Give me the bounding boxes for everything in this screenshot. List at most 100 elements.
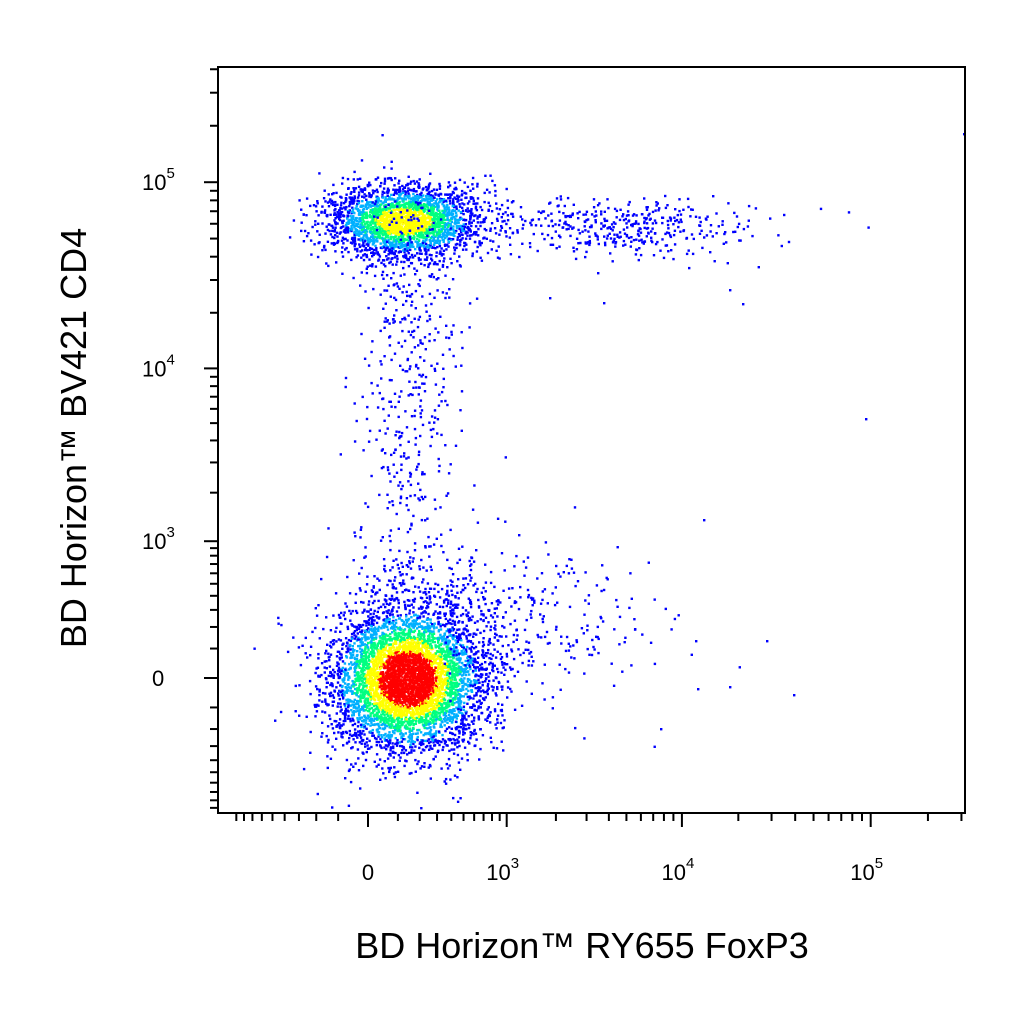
event-dot <box>402 651 405 654</box>
event-dot <box>424 630 428 634</box>
event-dot <box>438 611 442 614</box>
event-dot <box>366 701 369 705</box>
event-dot <box>453 742 457 745</box>
event-dot <box>443 739 446 742</box>
event-dot <box>440 767 443 770</box>
event-dot <box>372 644 376 647</box>
event-dot <box>381 671 384 674</box>
event-dot <box>433 706 437 709</box>
event-dot <box>434 684 438 687</box>
event-dot <box>348 717 352 721</box>
event-dot <box>356 736 359 739</box>
event-dot <box>449 711 452 714</box>
event-dot <box>398 626 401 629</box>
event-dot <box>497 670 500 674</box>
event-dot <box>386 757 390 760</box>
event-dot <box>447 675 451 678</box>
event-dot <box>381 611 385 615</box>
event-dot <box>408 680 412 683</box>
event-dot <box>456 800 460 803</box>
event-dot <box>390 598 393 601</box>
event-dot <box>420 697 423 700</box>
event-dot <box>374 707 377 711</box>
event-dot <box>422 742 425 746</box>
event-dot <box>451 670 454 673</box>
event-dot <box>406 706 409 709</box>
event-dot <box>337 613 341 617</box>
event-dot <box>432 718 436 721</box>
event-dot <box>409 635 412 639</box>
event-dot <box>451 619 455 623</box>
event-dot <box>451 674 454 677</box>
event-dot <box>393 705 396 708</box>
event-dot <box>421 673 425 676</box>
event-dot <box>484 690 487 694</box>
event-dot <box>436 698 439 702</box>
event-dot <box>434 652 438 655</box>
event-dot <box>392 679 395 683</box>
event-dot <box>367 603 370 606</box>
event-dot <box>441 710 444 713</box>
event-dot <box>371 660 374 664</box>
event-dot <box>475 694 478 697</box>
event-dot <box>371 711 375 714</box>
event-dot <box>416 687 420 690</box>
event-dot <box>325 660 328 663</box>
event-dot <box>496 721 499 724</box>
event-dot <box>457 761 461 764</box>
event-dot <box>358 572 361 575</box>
event-dot <box>412 732 415 735</box>
event-dot <box>393 731 396 735</box>
event-dot <box>445 662 449 666</box>
event-dot <box>364 758 368 762</box>
event-dot <box>458 628 461 631</box>
event-dot <box>447 629 450 632</box>
event-dot <box>357 636 360 640</box>
event-dot <box>380 746 383 750</box>
event-dot <box>349 780 353 784</box>
event-dot <box>415 709 418 712</box>
event-dot <box>419 637 423 640</box>
event-dot <box>500 671 503 674</box>
event-dot <box>449 689 452 692</box>
event-dot <box>432 681 435 685</box>
event-dot <box>394 658 398 661</box>
event-dot <box>424 689 427 693</box>
event-dot <box>432 705 435 708</box>
event-dot <box>456 776 459 779</box>
event-dot <box>364 630 368 633</box>
event-dot <box>403 764 406 768</box>
event-dot <box>402 646 406 649</box>
event-dot <box>435 730 438 733</box>
event-dot <box>389 636 392 639</box>
event-dot <box>379 675 382 678</box>
event-dot <box>405 573 408 576</box>
event-dot <box>381 690 385 694</box>
event-dot <box>424 732 427 735</box>
event-dot <box>277 616 280 620</box>
event-dot <box>394 771 397 774</box>
event-dot <box>409 650 412 653</box>
event-dot <box>438 743 441 747</box>
event-dot <box>359 624 362 627</box>
event-dot <box>389 739 392 742</box>
event-dot <box>360 679 363 682</box>
event-dot <box>496 650 499 653</box>
event-dot <box>364 716 368 720</box>
event-dot <box>417 701 420 704</box>
event-dot <box>394 681 398 684</box>
event-dot <box>360 643 364 647</box>
event-dot <box>387 686 390 689</box>
event-dot <box>365 681 368 684</box>
event-dot <box>343 703 346 706</box>
event-dot <box>340 672 343 675</box>
event-dot <box>482 689 485 692</box>
event-dot <box>372 696 375 700</box>
event-dot <box>404 672 408 675</box>
event-dot <box>376 694 379 698</box>
event-dot <box>304 636 307 640</box>
event-dot <box>405 621 409 624</box>
event-dot <box>492 643 495 646</box>
event-dot <box>423 631 426 634</box>
event-dot <box>481 673 484 676</box>
